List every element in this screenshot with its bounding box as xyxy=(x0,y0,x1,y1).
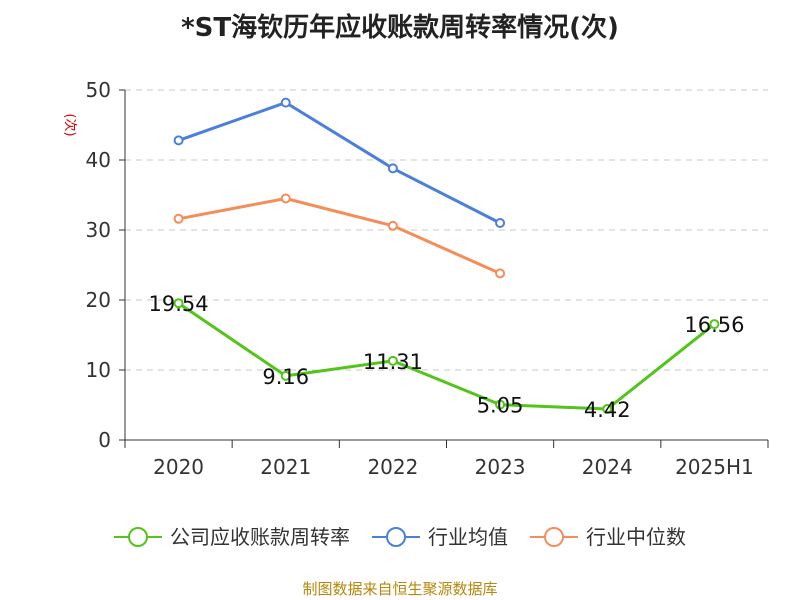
y-tick-label: 10 xyxy=(86,358,111,382)
data-point xyxy=(173,135,184,146)
legend-item: 行业均值 xyxy=(372,525,508,549)
legend-swatch-marker xyxy=(128,527,148,547)
label-layer: 19.54 9.16 11.31 5.05 4.42 16.56 xyxy=(149,292,745,422)
legend-label: 行业均值 xyxy=(428,525,508,549)
legend-item: 行业中位数 xyxy=(530,525,686,549)
legend-label: 行业中位数 xyxy=(586,525,686,549)
series-line-0 xyxy=(177,301,716,411)
data-point xyxy=(280,370,291,381)
x-tick-label: 2021 xyxy=(260,455,311,479)
data-point xyxy=(495,268,506,279)
series-layer xyxy=(173,97,720,415)
data-point xyxy=(709,319,720,330)
data-point xyxy=(173,213,184,224)
data-point xyxy=(495,399,506,410)
series-line-1 xyxy=(178,101,501,225)
data-point xyxy=(602,404,613,415)
data-point xyxy=(495,218,506,228)
x-tick-label: 2022 xyxy=(367,455,418,479)
x-tick-label: 2025H1 xyxy=(675,455,754,479)
y-axis-label: (次) xyxy=(62,113,78,136)
data-label: 19.54 xyxy=(149,292,209,316)
legend: 公司应收账款周转率 行业均值 行业中位数 xyxy=(114,525,686,549)
y-tick-label: 40 xyxy=(86,148,111,172)
data-label: 11.31 xyxy=(363,350,423,374)
chart-title: *ST海钦历年应收账款周转率情况(次) xyxy=(181,12,619,43)
y-tick-label: 20 xyxy=(86,288,111,312)
x-tick-label: 2024 xyxy=(582,455,633,479)
legend-swatch-marker xyxy=(544,527,564,547)
y-tick-label: 0 xyxy=(98,428,111,452)
source-text: 制图数据来自恒生聚源数据库 xyxy=(302,580,497,598)
grid-layer xyxy=(125,89,768,371)
data-label: 9.16 xyxy=(262,365,309,389)
x-tick-label: 2020 xyxy=(153,455,204,479)
data-point xyxy=(387,355,398,366)
y-tick-label: 50 xyxy=(86,78,111,102)
y-tick-label: 30 xyxy=(86,218,111,242)
legend-item: 公司应收账款周转率 xyxy=(114,525,350,549)
x-tick-label: 2023 xyxy=(475,455,526,479)
data-label: 4.42 xyxy=(584,398,631,422)
data-point xyxy=(387,163,398,174)
data-point xyxy=(173,298,184,309)
legend-label: 公司应收账款周转率 xyxy=(170,525,350,549)
data-point xyxy=(280,193,291,204)
series-line-2 xyxy=(178,197,501,275)
legend-swatch-marker xyxy=(386,527,406,547)
data-label: 5.05 xyxy=(477,394,524,418)
data-point xyxy=(387,220,398,231)
axis-layer: 0 10 20 30 40 50 2020 2021 2022 2023 2024 2025H1 xyxy=(86,78,769,479)
data-point xyxy=(280,97,291,108)
data-label: 16.56 xyxy=(684,313,744,337)
